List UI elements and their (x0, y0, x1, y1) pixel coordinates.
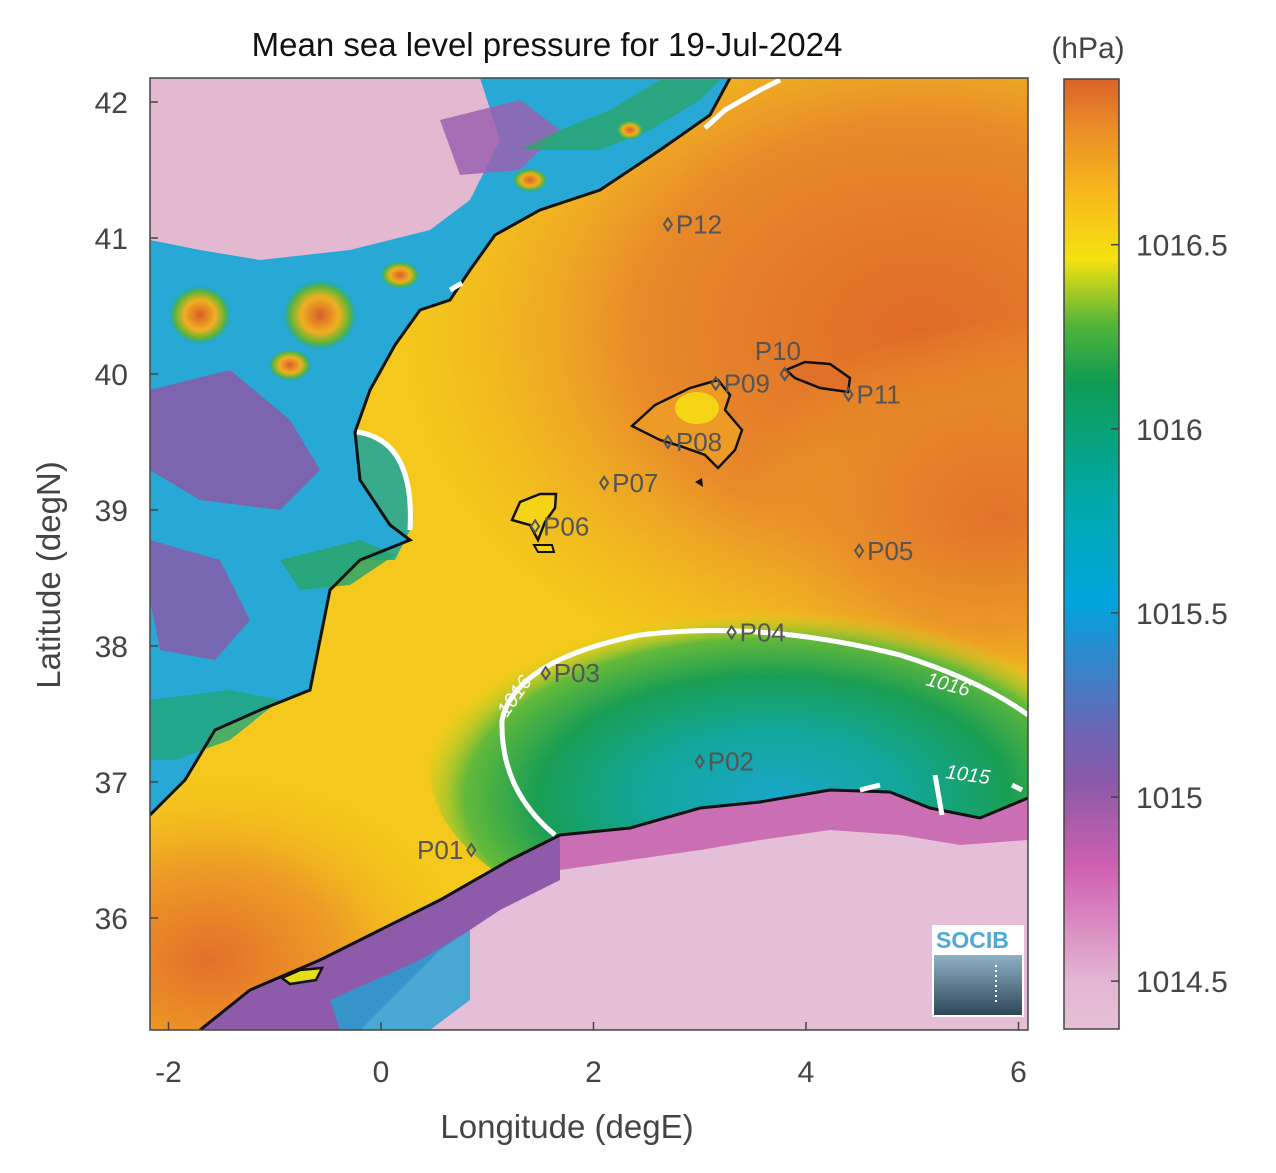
alboran-island (279, 966, 325, 986)
x-tick-label: 4 (798, 1056, 815, 1089)
y-tick-label: 36 (95, 903, 128, 936)
station-label: P10 (755, 336, 801, 366)
iberia-coastline (150, 78, 732, 817)
station-label: P09 (724, 369, 770, 399)
station-label: P03 (554, 658, 600, 688)
contour-1016 (499, 628, 1028, 837)
map-frame (149, 77, 1029, 1031)
station-label: P05 (867, 536, 913, 566)
y-tick-label: 38 (95, 631, 128, 664)
station-label: P07 (612, 468, 658, 498)
station-marker (529, 518, 541, 535)
menorca-island (783, 360, 852, 394)
y-tick-label: 40 (95, 359, 128, 392)
station-label: P06 (543, 511, 589, 541)
x-tick-label: 2 (585, 1056, 602, 1089)
station-label: P02 (708, 747, 754, 777)
station-marker (779, 366, 790, 382)
station-label: P11 (857, 379, 901, 409)
x-tick-label: 0 (373, 1056, 390, 1089)
station-marker (662, 434, 674, 450)
station-marker (710, 375, 721, 392)
iberia-land (150, 78, 730, 815)
contour-coastal-trough (356, 429, 413, 531)
station-label: P04 (740, 617, 786, 647)
station-marker (540, 665, 551, 682)
chart-title: Mean sea level pressure for 19-Jul-2024 (252, 26, 843, 63)
colorbar-tick-label: 1016 (1136, 414, 1203, 447)
station-label: P08 (676, 427, 722, 457)
station-label: P12 (676, 209, 722, 239)
socib-logo: SOCIB (932, 925, 1024, 1017)
colorbar-tick-label: 1016.5 (1136, 230, 1228, 263)
x-tick-label: -2 (155, 1056, 182, 1089)
y-tick-label: 37 (95, 767, 128, 800)
x-axis-label: Longitude (degE) (440, 1108, 693, 1145)
x-axis-ticks: -2 0 2 4 6 (155, 1022, 1027, 1089)
station-label: P01 (417, 835, 463, 865)
colorbar-ticks: 1014.5 1015 1015.5 1016 1016.5 (1111, 230, 1228, 999)
contour-1015 (932, 774, 945, 816)
station-marker (843, 386, 854, 403)
y-tick-label: 41 (95, 223, 128, 256)
logo-text: SOCIB (936, 927, 1009, 953)
y-tick-label: 42 (95, 87, 128, 120)
station-marker (466, 842, 477, 858)
colorbar (1063, 78, 1120, 1030)
station-marker (598, 474, 610, 491)
x-tick-label: 6 (1010, 1056, 1027, 1089)
colorbar-tick-label: 1015.5 (1136, 598, 1228, 631)
colorbar-tick-label: 1015 (1136, 782, 1203, 815)
station-marker (853, 542, 865, 559)
formentera-island (532, 544, 556, 553)
station-marker (662, 216, 674, 233)
y-tick-label: 39 (95, 495, 128, 528)
africa-coastline (199, 788, 1028, 1030)
colorbar-tick-label: 1014.5 (1136, 966, 1228, 999)
contour-north (703, 78, 782, 130)
y-axis-ticks: 36 37 38 39 40 41 42 (95, 87, 158, 936)
station-marker (694, 753, 705, 770)
y-axis-label: Latitude (degN) (30, 461, 67, 688)
colorbar-unit: (hPa) (1051, 32, 1124, 65)
station-marker (726, 624, 737, 641)
